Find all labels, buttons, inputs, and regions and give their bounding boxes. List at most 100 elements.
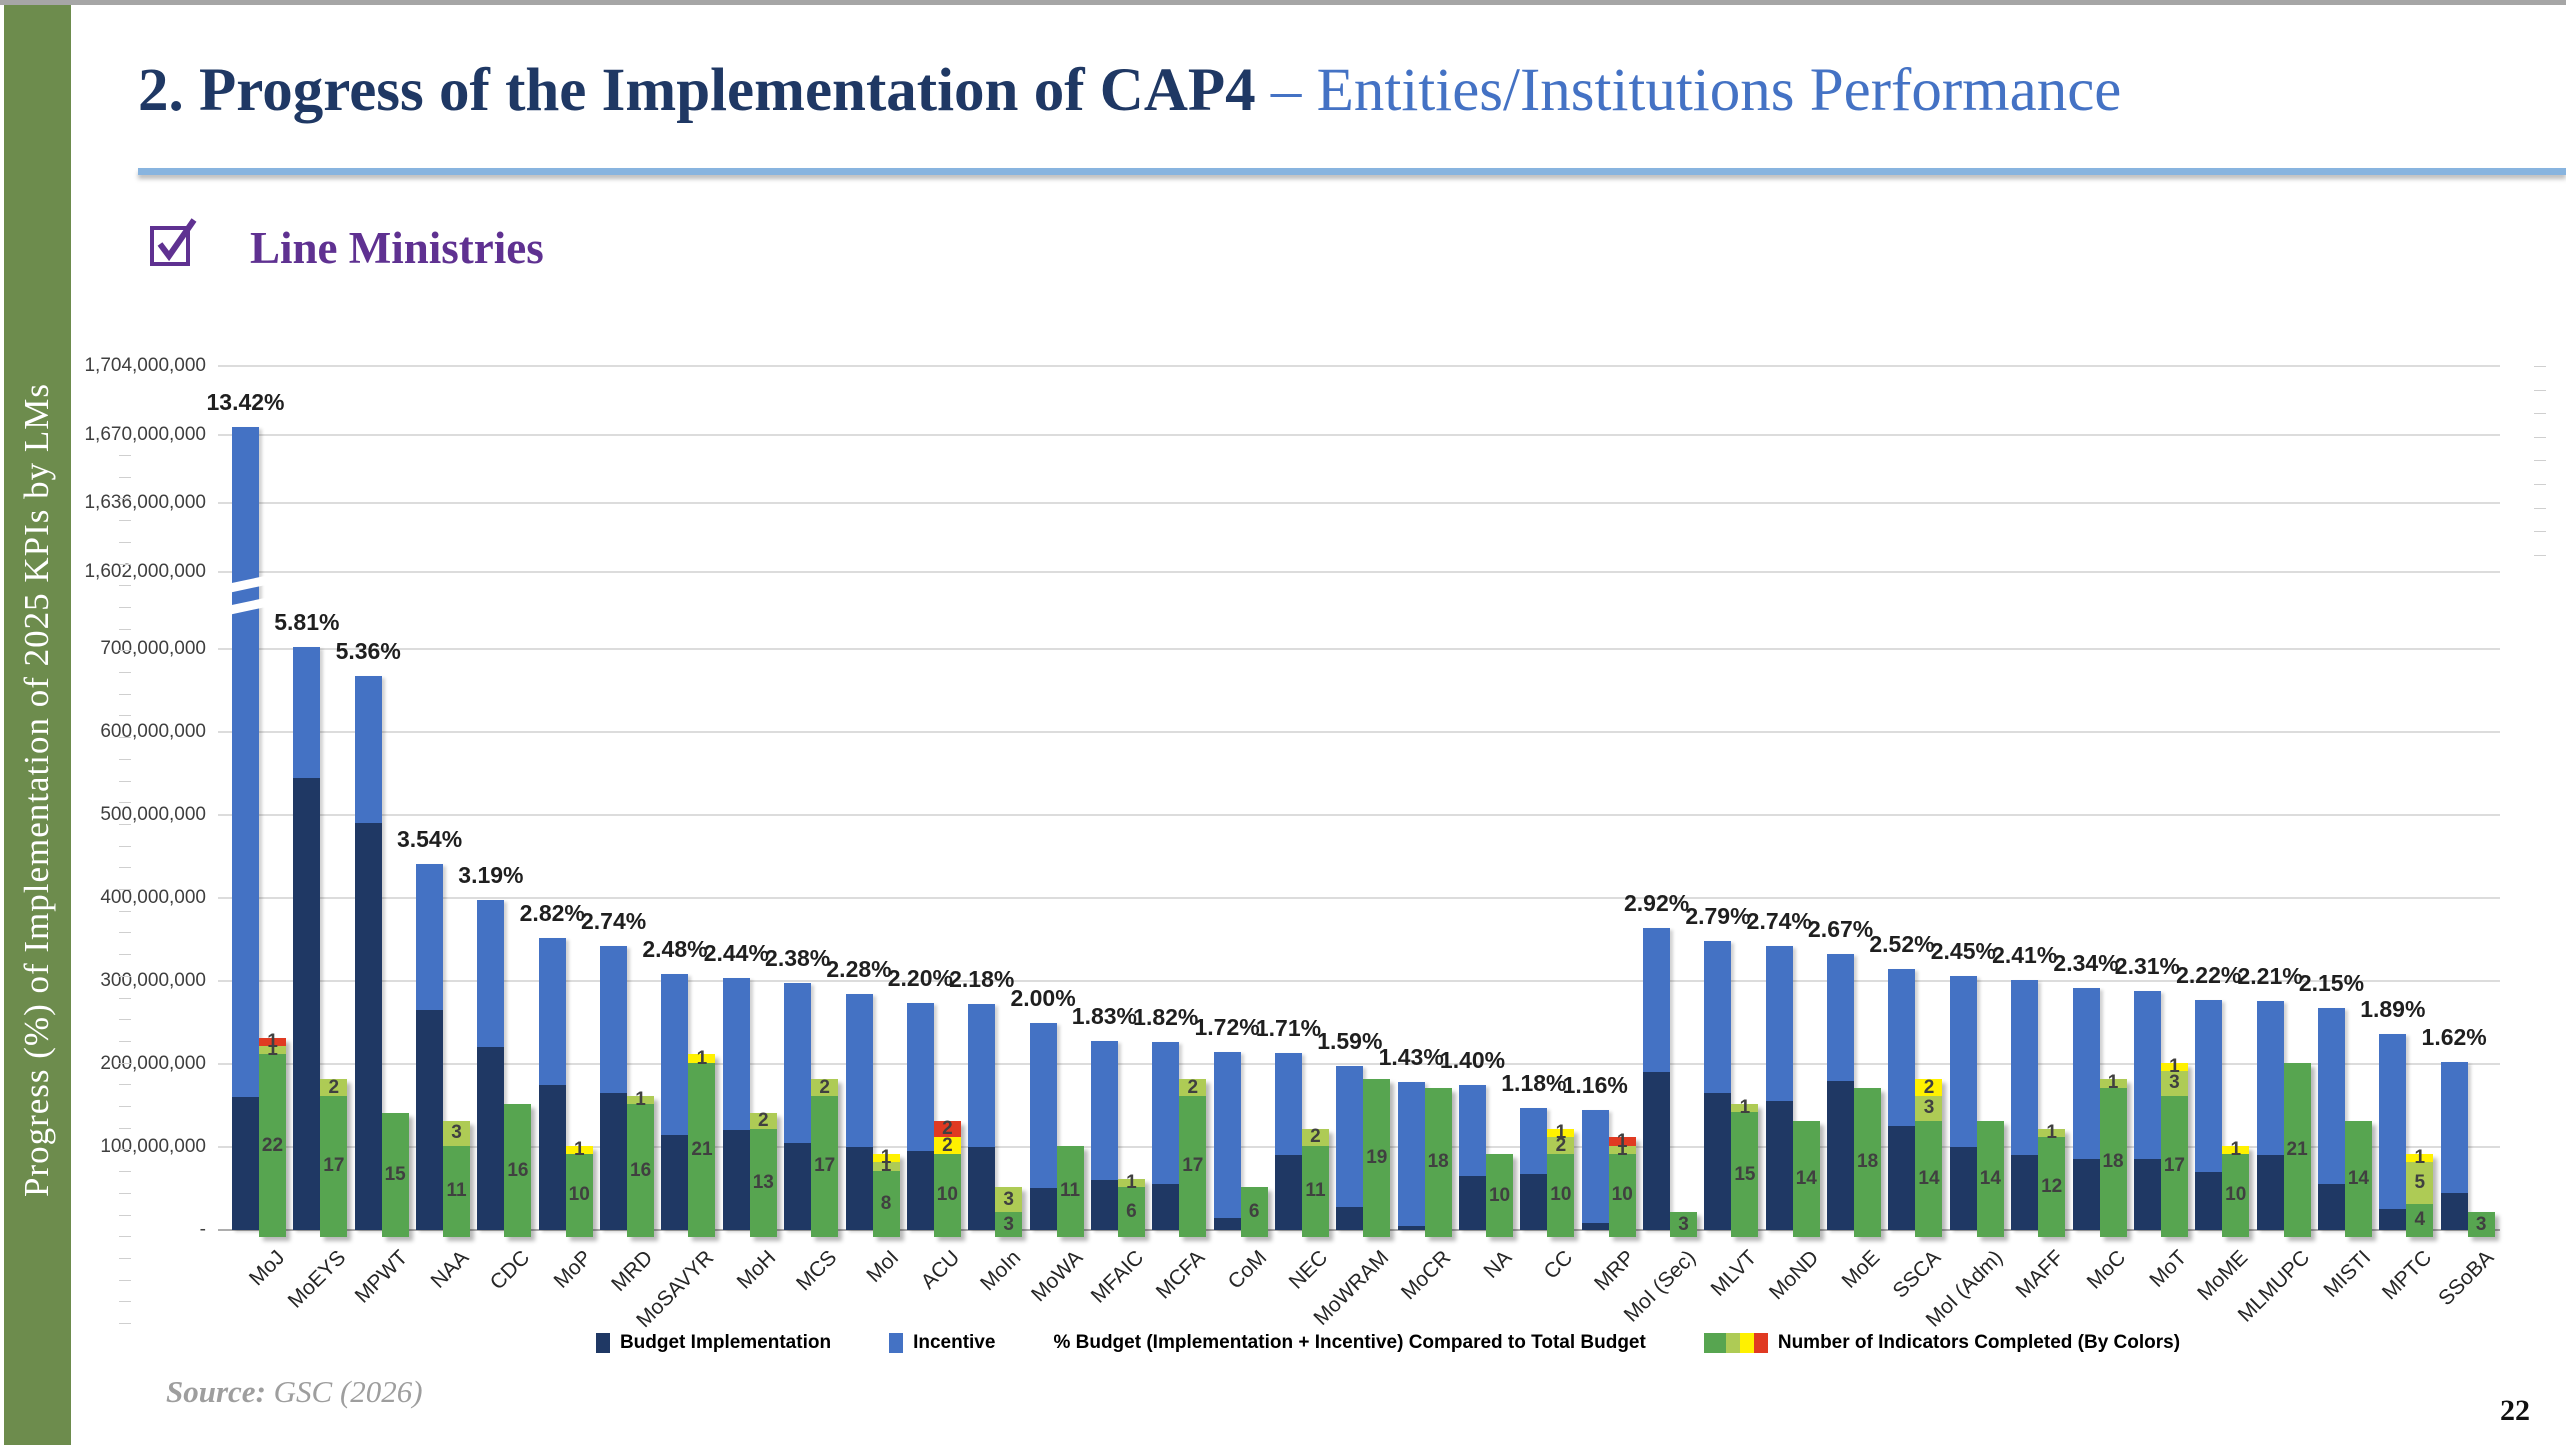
indicator-count-label: 3: [2169, 1072, 2180, 1094]
axis-minor-tick: [2534, 413, 2546, 414]
axis-minor-tick: [119, 737, 131, 738]
axis-minor-tick: [119, 824, 131, 825]
bar-percent-label: 2.41%: [1992, 942, 2058, 969]
indicator-stack: 18: [1854, 1087, 1882, 1237]
bar-incentive: [968, 1004, 996, 1147]
indicator-segment-green: 14: [2344, 1120, 2372, 1237]
indicator-stack: 10 2 1: [1547, 1123, 1575, 1237]
y-axis-tick-label: 200,000,000: [100, 1053, 206, 1074]
axis-minor-tick: [119, 1019, 131, 1020]
bar-percent-label: 2.82%: [519, 899, 585, 926]
indicator-count-label: 10: [1488, 1184, 1511, 1206]
bar-budget-implementation: [968, 1146, 996, 1230]
bar-budget-stack: [722, 977, 750, 1230]
top-border-strip: [0, 0, 2566, 5]
bar-budget-stack: [2195, 1000, 2223, 1230]
indicator-segment-yellow: 1: [565, 1139, 593, 1159]
indicator-segment-light-green: 2: [1547, 1134, 1575, 1156]
bar-incentive: [600, 946, 628, 1094]
gridline: [218, 571, 2500, 573]
bar-budget-implementation: [1704, 1093, 1732, 1230]
legend-item-indicators: Number of Indicators Completed (By Color…: [1703, 1332, 2180, 1354]
page-title-sub: – Entities/Institutions Performance: [1270, 57, 2122, 124]
indicator-count-label: 1: [696, 1047, 708, 1069]
indicator-segment-light-green: 2: [811, 1078, 839, 1096]
indicator-segment-green: 14: [1915, 1120, 1943, 1237]
indicator-segment-light-green: 1: [1608, 1139, 1636, 1159]
bar-budget-implementation: [2072, 1159, 2100, 1230]
indicator-count-label: 1: [2169, 1055, 2180, 1077]
indicator-segment-green: 10: [1608, 1153, 1636, 1237]
bar-percent-label: 2.22%: [2176, 962, 2242, 989]
indicator-count-label: 2: [1923, 1076, 1935, 1098]
axis-minor-tick: [119, 498, 131, 499]
axis-minor-tick: [119, 932, 131, 933]
indicator-stack: 4 5 1: [2406, 1148, 2434, 1237]
checkbox-icon: [150, 218, 197, 266]
indicator-count-label: 1: [880, 1155, 892, 1177]
indicator-count-label: 10: [936, 1184, 958, 1206]
indicator-segment-light-green: 1: [872, 1155, 900, 1177]
bar-budget-implementation: [600, 1093, 628, 1230]
bar-percent-label: 2.20%: [887, 964, 953, 991]
indicator-count-label: 3: [2475, 1213, 2487, 1235]
indicator-stack: 11 3: [443, 1120, 471, 1237]
axis-minor-tick: [2534, 484, 2546, 485]
bar-budget-stack: [1274, 1053, 1302, 1230]
bar-budget-implementation: [1520, 1173, 1548, 1230]
indicator-segment-green: 13: [749, 1129, 777, 1237]
bar-budget-implementation: [1643, 1072, 1671, 1230]
bar-incentive: [1704, 941, 1732, 1094]
bar-budget-implementation: [2256, 1155, 2284, 1230]
indicator-segment-yellow: 1: [872, 1148, 900, 1168]
indicator-segment-green: 10: [565, 1153, 593, 1237]
bar-budget-stack: [1765, 946, 1793, 1230]
axis-minor-tick: [119, 1215, 131, 1216]
indicator-count-label: 15: [384, 1163, 406, 1185]
indicator-count-label: 10: [568, 1184, 590, 1206]
indicator-stack: 3: [2467, 1212, 2495, 1237]
axis-minor-tick: [119, 694, 131, 695]
indicator-count-label: 2: [758, 1109, 769, 1131]
indicator-segment-green: 17: [811, 1095, 839, 1237]
axis-minor-tick: [119, 954, 131, 955]
indicator-segment-yellow: 1: [2406, 1148, 2434, 1168]
bar-incentive: [906, 1002, 934, 1152]
bar-budget-implementation: [1274, 1155, 1302, 1230]
bar-budget-stack: [1520, 1107, 1548, 1230]
bar-percent-label: 1.18%: [1501, 1069, 1567, 1096]
indicator-segment-green: 11: [443, 1145, 471, 1237]
bar-percent-label: 2.79%: [1685, 903, 1751, 930]
legend-label: % Budget (Implementation + Incentive) Co…: [1053, 1332, 1646, 1353]
axis-minor-tick: [119, 759, 131, 760]
axis-minor-tick: [119, 867, 131, 868]
indicator-count-label: 2: [1555, 1134, 1567, 1156]
bar-percent-label: 2.45%: [1930, 938, 1996, 965]
indicator-count-label: 11: [446, 1180, 467, 1202]
gridline: [218, 897, 2500, 899]
indicator-stack: 21: [2283, 1062, 2311, 1237]
bar-incentive: [477, 899, 505, 1048]
indicator-count-label: 8: [880, 1192, 892, 1214]
bar-percent-label: 2.92%: [1623, 889, 1690, 916]
axis-minor-tick: [2534, 437, 2546, 438]
indicator-colors-swatch-icon: [1703, 1333, 1768, 1353]
axis-minor-tick: [119, 564, 131, 565]
bar-budget-implementation: [1397, 1225, 1425, 1230]
indicator-count-label: 19: [1366, 1147, 1388, 1169]
bar-budget-stack: [1459, 1084, 1487, 1230]
indicator-segment-light-green: 1: [1731, 1098, 1759, 1118]
indicator-segment-green: 14: [1976, 1120, 2004, 1237]
bar-percent-label: 2.00%: [1010, 985, 1076, 1012]
bar-budget-implementation: [477, 1047, 505, 1230]
bar-budget-implementation: [1213, 1217, 1241, 1230]
legend-label: Incentive: [913, 1332, 996, 1353]
indicator-count-label: 10: [2225, 1184, 2247, 1206]
indicator-stack: 18: [1424, 1087, 1452, 1237]
axis-minor-tick: [119, 1193, 131, 1194]
bar-budget-implementation: [2440, 1192, 2468, 1230]
bar-incentive: [1581, 1109, 1609, 1224]
bar-budget-implementation: [232, 1097, 259, 1230]
indicator-segment-green: 17: [1179, 1095, 1207, 1237]
indicator-count-label: 14: [1795, 1167, 1817, 1189]
